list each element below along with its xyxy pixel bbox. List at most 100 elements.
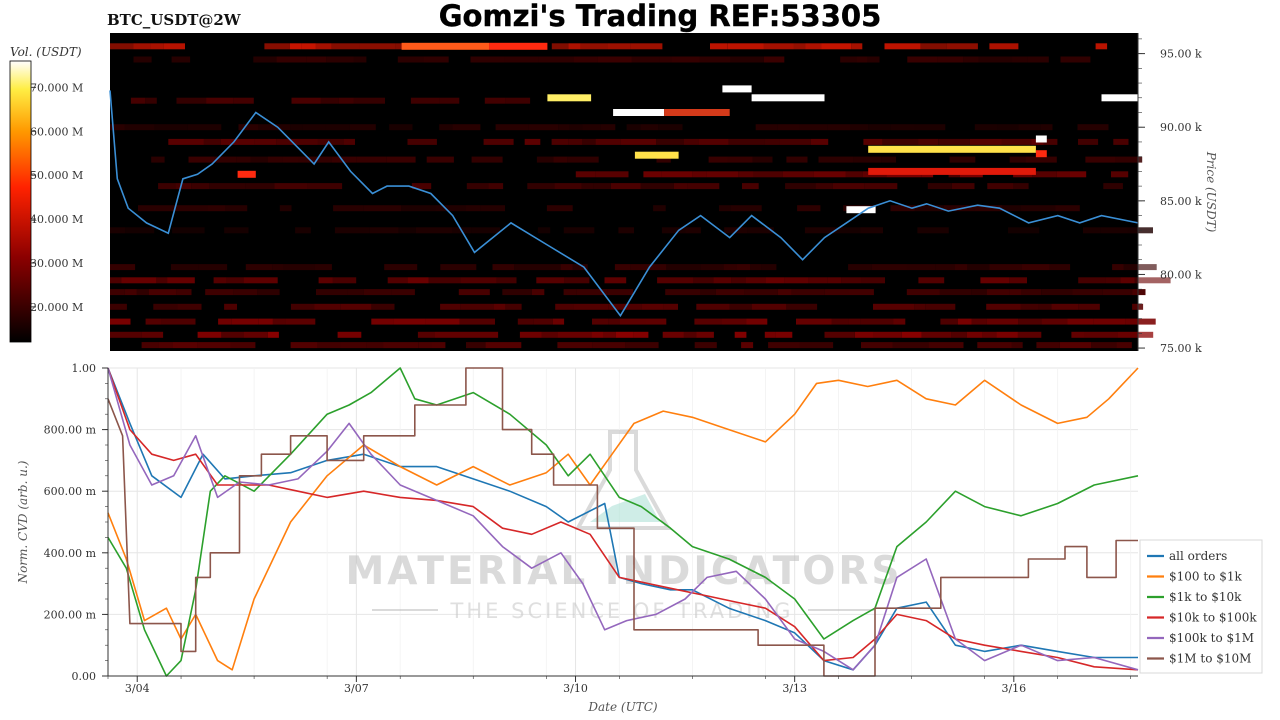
symbol-label: BTC_USDT@2W (107, 11, 242, 29)
heatmap-cell (1001, 138, 1032, 145)
heatmap-cell (1072, 289, 1103, 296)
heatmap-cell (331, 156, 357, 163)
cvd-y-tick-label: 1.00 (72, 362, 97, 375)
heatmap-cell (225, 205, 248, 212)
heatmap-cell (502, 289, 532, 296)
heatmap-cell (592, 342, 626, 349)
heatmap-cell (187, 124, 222, 131)
heatmap-cell (1078, 277, 1106, 284)
heatmap-cell (504, 56, 539, 63)
heatmap-cell (213, 277, 226, 284)
heatmap-cell (640, 124, 659, 131)
heatmap-cell (775, 331, 793, 338)
heatmap-cell (966, 331, 983, 338)
heatmap-cell (172, 227, 205, 234)
heatmap-cell (315, 43, 332, 50)
heatmap-cell (1078, 138, 1099, 145)
heatmap-cell (986, 318, 1019, 325)
heatmap-cell (330, 138, 344, 145)
heatmap-cell (110, 264, 136, 271)
heatmap-cell (291, 97, 321, 104)
heatmap-cell (763, 56, 785, 63)
heatmap-cell (257, 289, 280, 296)
heatmap-cell (808, 277, 828, 284)
heatmap-cell (595, 171, 629, 178)
heatmap-cell (608, 303, 642, 310)
heatmap-cell (220, 138, 255, 145)
heatmap-cell (163, 43, 185, 50)
heatmap-cell (848, 318, 861, 325)
heatmap-cell (626, 124, 641, 131)
heatmap-cell (214, 156, 236, 163)
heatmap-cell (738, 171, 754, 178)
heatmap-cell (861, 277, 885, 284)
heatmap-cell (110, 124, 125, 131)
heatmap-cell (459, 318, 495, 325)
heatmap-cell (1077, 124, 1109, 131)
heatmap-cell (133, 56, 152, 63)
heatmap-cell (646, 318, 667, 325)
heatmap-cell (344, 138, 355, 145)
legend-label: $1M to $10M (1169, 652, 1251, 666)
heatmap-cell (551, 138, 569, 145)
heatmap-cell (827, 277, 842, 284)
heatmap-cell (536, 156, 554, 163)
heatmap-cell (845, 171, 863, 178)
heatmap-cell (663, 303, 678, 310)
heatmap-cell (136, 289, 149, 296)
price-axis: 95.00 k 90.00 k 85.00 k 80.00 k 75.00 k (1137, 33, 1202, 355)
heatmap-cell (615, 331, 634, 338)
heatmap-cell (254, 138, 277, 145)
heatmap-cell (1069, 171, 1087, 178)
heatmap-cell (764, 138, 780, 145)
heatmap-cell (863, 138, 883, 145)
heatmap-cell (608, 318, 620, 325)
heatmap-cell (1059, 342, 1092, 349)
heatmap-cell (1041, 289, 1073, 296)
heatmap-cell (383, 342, 419, 349)
heatmap-cell (407, 138, 437, 145)
cvd-y-tick-label: 600.00 m (44, 485, 97, 498)
heatmap-cell (505, 303, 522, 310)
heatmap-cell (951, 331, 967, 338)
heatmap-cell (205, 289, 234, 296)
heatmap-cell (722, 318, 747, 325)
heatmap-cell (989, 43, 1019, 50)
heatmap-cell (537, 227, 551, 234)
heatmap-cell (572, 264, 588, 271)
legend-box (1139, 539, 1263, 674)
heatmap-cell (150, 43, 164, 50)
heatmap-cell (799, 342, 834, 349)
heatmap-cell (121, 277, 157, 284)
heatmap-cell (384, 264, 418, 271)
heatmap-cell (940, 318, 958, 325)
heatmap-cell (519, 331, 542, 338)
heatmap-cell (138, 205, 174, 212)
heatmap-cell (696, 303, 730, 310)
heatmap-cell (723, 264, 737, 271)
heatmap-cell (333, 205, 364, 212)
heatmap-cell (574, 56, 598, 63)
heatmap-panel: 95.00 k 90.00 k 85.00 k 80.00 k 75.00 k Pric… (109, 33, 1218, 355)
heatmap-cell (848, 264, 872, 271)
heatmap-cell (551, 43, 569, 50)
cvd-x-tick-label: 3/07 (344, 682, 369, 695)
heatmap-cell (741, 342, 754, 349)
heatmap-cell (840, 56, 857, 63)
heatmap-cell (779, 138, 811, 145)
heatmap-cell (777, 124, 800, 131)
heatmap-cell (576, 289, 608, 296)
heatmap-cell (233, 97, 254, 104)
heatmap-cell (320, 97, 339, 104)
heatmap-cell (746, 318, 768, 325)
legend-label: $100 to $1k (1169, 570, 1242, 584)
cvd-axes: 1.00 800.00 m 600.00 m 400.00 m 200.00 m 0.00… (44, 362, 1138, 695)
heatmap-cell (172, 342, 198, 349)
heatmap-cell (713, 277, 732, 284)
heatmap-cell (796, 318, 832, 325)
heatmap-cell (730, 56, 764, 63)
heatmap-cell (317, 342, 341, 349)
heatmap-cell (401, 205, 436, 212)
heatmap-cell (558, 124, 570, 131)
